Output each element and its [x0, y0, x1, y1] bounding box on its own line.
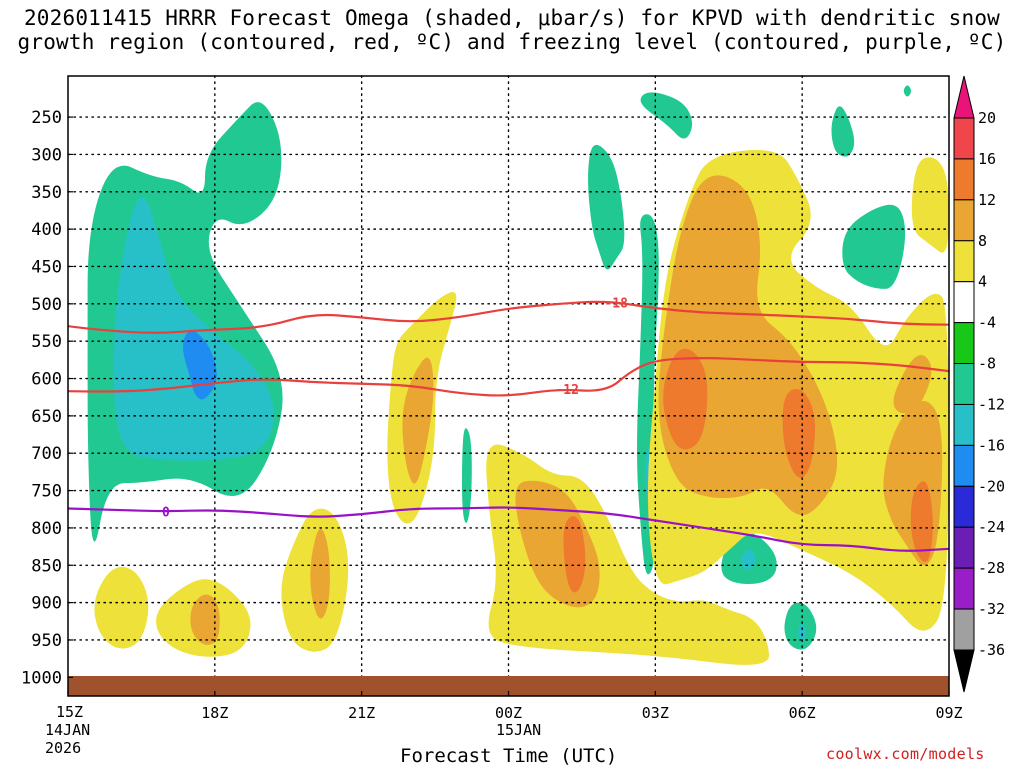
omega-region-21	[402, 357, 434, 484]
x-tick-label-00Z: 00Z	[495, 704, 522, 722]
colorbar-bin-3	[953, 240, 975, 283]
colorbar-bin-7	[953, 403, 975, 446]
contour-label-1: -12	[555, 383, 578, 398]
colorbar-bin-4	[953, 281, 975, 324]
colorbar-label-1: 16	[978, 150, 996, 168]
colorbar-label-6: -8	[978, 355, 996, 373]
x-tick-label-21Z: 21Z	[348, 704, 375, 722]
y-tick-label-500: 500	[31, 295, 62, 315]
y-tick-label-450: 450	[31, 257, 62, 277]
colorbar-bin-8	[953, 444, 975, 487]
omega-region-30	[910, 481, 933, 563]
colorbar-bin-9	[953, 485, 975, 528]
colorbar-label-13: -36	[978, 641, 1005, 659]
omega-region-33	[903, 85, 912, 97]
colorbar-label-5: -4	[978, 314, 996, 332]
omega-shading	[87, 85, 949, 665]
x-tick-label-09Z: 09Z	[935, 704, 962, 722]
colorbar-bin-1	[953, 158, 975, 201]
grid	[67, 75, 950, 697]
colorbar-label-0: 20	[978, 109, 996, 127]
omega-region-17	[190, 594, 220, 645]
omega-region-15	[94, 566, 149, 649]
x-start-time-label: 15Z	[56, 703, 84, 721]
colorbar-label-12: -32	[978, 600, 1005, 618]
colorbar-label-4: 4	[978, 273, 987, 291]
omega-region-31	[893, 355, 932, 414]
x-tick-label-18Z: 18Z	[201, 704, 228, 722]
contours: -18 -12 0	[68, 296, 949, 552]
omega-region-24	[563, 516, 586, 593]
contour-label-2: 0	[162, 505, 170, 520]
contour-line-2	[68, 506, 949, 552]
y-tick-label-800: 800	[31, 519, 62, 539]
colorbar-bin-0	[953, 117, 975, 160]
x-axis-label: Forecast Time (UTC)	[400, 745, 618, 767]
omega-region-28	[782, 388, 816, 478]
y-tick-label-650: 650	[31, 407, 62, 427]
x-start-year-label: 2026	[45, 739, 82, 757]
x-start-day-label: 14JAN	[45, 721, 91, 739]
colorbar: 20 16 12 8 4 -4 -8 -12 -16 -20 -24 -28 -32 -36	[953, 75, 1005, 693]
chart-title: 2026011415 HRRR Forecast Omega (shaded, …	[0, 6, 1024, 54]
omega-region-27	[663, 348, 708, 450]
y-tick-label-950: 950	[31, 631, 62, 651]
colorbar-bin-12	[953, 608, 975, 651]
omega-region-4	[462, 428, 472, 523]
title-line-1: 2026011415 HRRR Forecast Omega (shaded, …	[23, 6, 1001, 30]
colorbar-label-2: 12	[978, 191, 996, 209]
y-tick-label-250: 250	[31, 108, 62, 128]
colorbar-under-arrow	[953, 649, 975, 693]
contour-line-1	[68, 357, 949, 397]
omega-region-10	[842, 204, 906, 289]
colorbar-bin-6	[953, 363, 975, 405]
colorbar-label-3: 8	[978, 232, 987, 250]
x-tick-label-03Z: 03Z	[642, 704, 669, 722]
y-tick-label-700: 700	[31, 444, 62, 464]
y-tick-label-600: 600	[31, 370, 62, 390]
omega-region-5	[588, 144, 625, 270]
y-tick-label-350: 350	[31, 183, 62, 203]
ground-fill	[68, 676, 949, 696]
credit-text: coolwx.com/models	[826, 745, 985, 763]
y-tick-label-400: 400	[31, 220, 62, 240]
y-tick-label-850: 850	[31, 556, 62, 576]
omega-region-9	[831, 106, 855, 157]
omega-region-14	[798, 623, 807, 643]
omega-region-19	[310, 528, 330, 619]
colorbar-bin-5	[953, 322, 975, 365]
contour-line-0	[68, 300, 949, 334]
title-line-2: growth region (contoured, red, ºC) and f…	[17, 30, 1007, 54]
y-tick-label-300: 300	[31, 145, 62, 165]
omega-region-8	[640, 92, 693, 139]
x-mid-day-label: 15JAN	[496, 721, 542, 739]
contour-label-0: -18	[604, 296, 628, 311]
y-tick-label-750: 750	[31, 482, 62, 502]
y-tick-label-1000: 1000	[21, 668, 62, 688]
y-tick-label-900: 900	[31, 594, 62, 614]
colorbar-label-11: -28	[978, 559, 1005, 577]
colorbar-label-8: -16	[978, 436, 1005, 454]
axes: 250 300 350 400 450 500 550 600 650 700 750 800 850 9…	[21, 108, 963, 722]
x-tick-label-06Z: 06Z	[789, 704, 816, 722]
colorbar-over-arrow	[953, 75, 975, 119]
colorbar-label-9: -20	[978, 477, 1005, 495]
y-tick-label-550: 550	[31, 332, 62, 352]
omega-region-2	[183, 330, 217, 400]
omega-region-1	[113, 197, 274, 461]
colorbar-label-10: -24	[978, 518, 1005, 536]
colorbar-bin-2	[953, 199, 975, 242]
colorbar-bin-10	[953, 526, 975, 569]
colorbar-label-7: -12	[978, 395, 1005, 413]
colorbar-bin-11	[953, 567, 975, 610]
